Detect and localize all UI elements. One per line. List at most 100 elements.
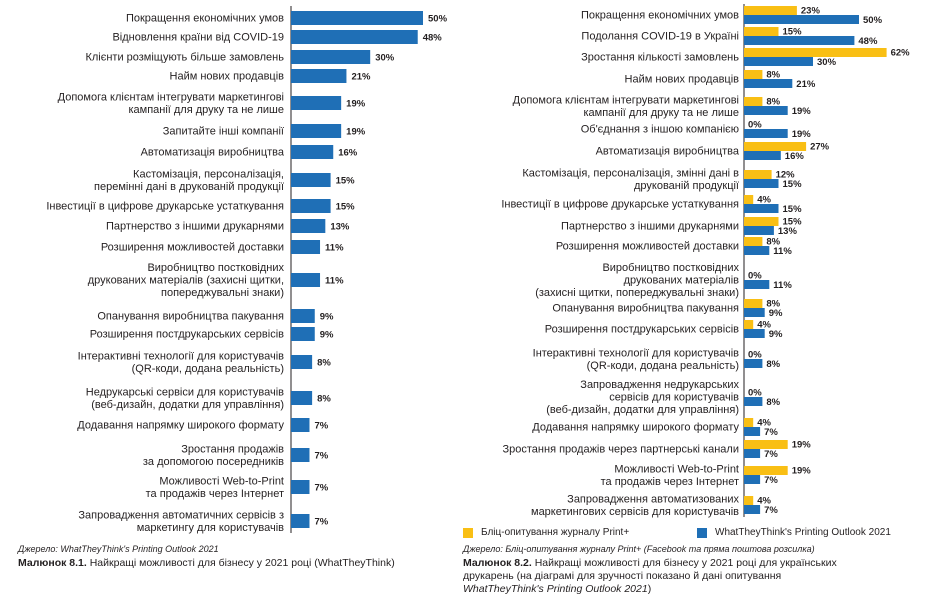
category-label: (захисні щитки, попереджувальні знаки) [535,287,739,299]
category-label: Кастомізація, персоналізація, змінні дан… [522,167,739,179]
category-label: Додавання напрямку широкого формату [532,422,739,434]
category-label: Найм нових продавців [170,71,285,83]
category-label: Покращення економічних умов [126,13,284,25]
category-label: Розширення постдрукарських сервісів [90,329,284,341]
legend-label-whattheythink: WhatTheyThink's Printing Outlook 2021 [715,527,891,538]
bar-whattheythink [744,246,770,255]
data-label-whattheythink: 15% [783,204,803,215]
data-label-whattheythink: 19% [792,129,812,140]
category-label: Додавання напрямку широкого формату [77,420,284,432]
category-label: Кастомізація, персоналізація, [133,168,284,180]
bar-whattheythink [744,329,765,338]
category-label: Можливості Web-to-Print [159,475,284,487]
legend-label-print-plus: Бліц-опитування журналу Print+ [481,527,630,538]
data-label-whattheythink: 16% [785,151,805,162]
category-label: Опанування виробництва пакування [97,311,284,323]
category-label: Зростання продажів через партнерські кан… [503,444,739,456]
category-label: Опанування виробництва пакування [552,303,739,315]
bar-whattheythink [291,514,310,528]
data-label: 11% [325,243,344,254]
category-label: Покращення економічних умов [581,10,739,22]
category-label: друкованих матеріалів [624,275,740,287]
data-label-whattheythink: 9% [769,308,783,319]
left-source-note: Джерело: WhatTheyThink's Printing Outloo… [18,544,219,554]
bar-whattheythink [291,273,321,287]
bar-whattheythink [744,449,761,458]
data-label: 7% [314,421,328,432]
category-label: Інтерактивні технології для користувачів [533,347,740,359]
data-label: 8% [317,394,331,405]
data-label-whattheythink: 7% [764,475,778,486]
category-label: Партнерство з іншими друкарнями [561,221,739,233]
bar-print-plus [744,48,887,57]
bar-whattheythink [744,15,859,24]
data-label: 7% [314,517,328,528]
category-label: сервісів для користувачів [609,392,739,404]
data-label-whattheythink: 48% [858,36,878,47]
category-label: Недрукарські сервіси для користувачів [86,386,284,398]
category-label: Запровадження автоматичних сервісів з [78,509,284,521]
bar-whattheythink [291,30,418,44]
data-label-print-plus: 4% [757,320,771,331]
bar-whattheythink [291,69,347,83]
bar-print-plus [744,237,763,246]
data-label-print-plus: 8% [766,237,780,248]
data-label: 13% [330,222,350,233]
data-label: 9% [320,330,334,341]
right-caption-italic: WhatTheyThink's Printing Outlook 2021 [463,583,648,595]
category-label: друкованих матеріалів (захисні щитки, [88,275,284,287]
bar-whattheythink [744,308,765,317]
left-bar-chart: Покращення економічних умов 50% Відновленн… [46,6,448,534]
bar-whattheythink [744,505,761,514]
category-label: (веб-дизайн, додатки для управління) [546,404,739,416]
data-label-print-plus: 0% [748,271,762,282]
category-label: Об'єднання з іншою компанією [581,124,739,136]
legend-item-print-plus: Бліц-опитування журналу Print+ [463,527,629,538]
bar-print-plus [744,320,754,329]
legend-swatch-blue [697,527,707,538]
bar-print-plus [744,97,763,106]
category-label: Розширення можливостей доставки [556,241,739,253]
data-label-print-plus: 23% [801,6,821,17]
bar-whattheythink [291,240,321,254]
data-label-print-plus: 19% [792,466,812,477]
category-label: маркетингу для користувачів [137,522,284,534]
data-label-whattheythink: 9% [769,329,783,340]
right-caption-text-end: ) [647,583,652,595]
bar-print-plus [744,70,763,79]
bar-print-plus [744,6,797,15]
bar-whattheythink [291,448,310,462]
data-label: 21% [351,72,371,83]
bar-whattheythink [291,145,334,159]
category-label: Інвестиції в цифрове друкарське устаткув… [501,199,739,211]
category-label: Зростання продажів [181,443,284,455]
data-label-print-plus: 8% [766,299,780,310]
data-label-print-plus: 4% [757,418,771,429]
category-label: Запитайте інші компанії [163,126,284,138]
bar-whattheythink [744,280,770,289]
bar-whattheythink [291,219,326,233]
bar-whattheythink [744,397,763,406]
category-label: кампанії для друку та не лише [128,104,284,116]
data-label: 19% [346,127,366,138]
data-label-whattheythink: 30% [817,57,837,68]
data-label-whattheythink: 15% [783,179,803,190]
category-label: Запровадження автоматизованих [567,493,739,505]
data-label: 30% [375,53,395,64]
data-label-print-plus: 27% [810,142,830,153]
category-label: (QR-коди, додана реальність) [132,363,284,375]
category-label: Партнерство з іншими друкарнями [106,221,284,233]
bar-whattheythink [744,475,761,484]
data-label-whattheythink: 7% [764,505,778,516]
bar-whattheythink [744,36,855,45]
data-label-print-plus: 8% [766,70,780,81]
data-label-print-plus: 15% [783,217,803,228]
bar-whattheythink [291,355,313,369]
category-label: перемінні дані в друкованій продукції [94,181,284,193]
data-label-print-plus: 19% [792,440,812,451]
category-label: Розширення можливостей доставки [101,242,284,254]
bar-whattheythink [291,173,331,187]
data-label: 7% [314,451,328,462]
legend-swatch-yellow [463,527,473,538]
left-caption-text: Найкращі можливості для бізнесу у 2021 р… [89,557,395,569]
